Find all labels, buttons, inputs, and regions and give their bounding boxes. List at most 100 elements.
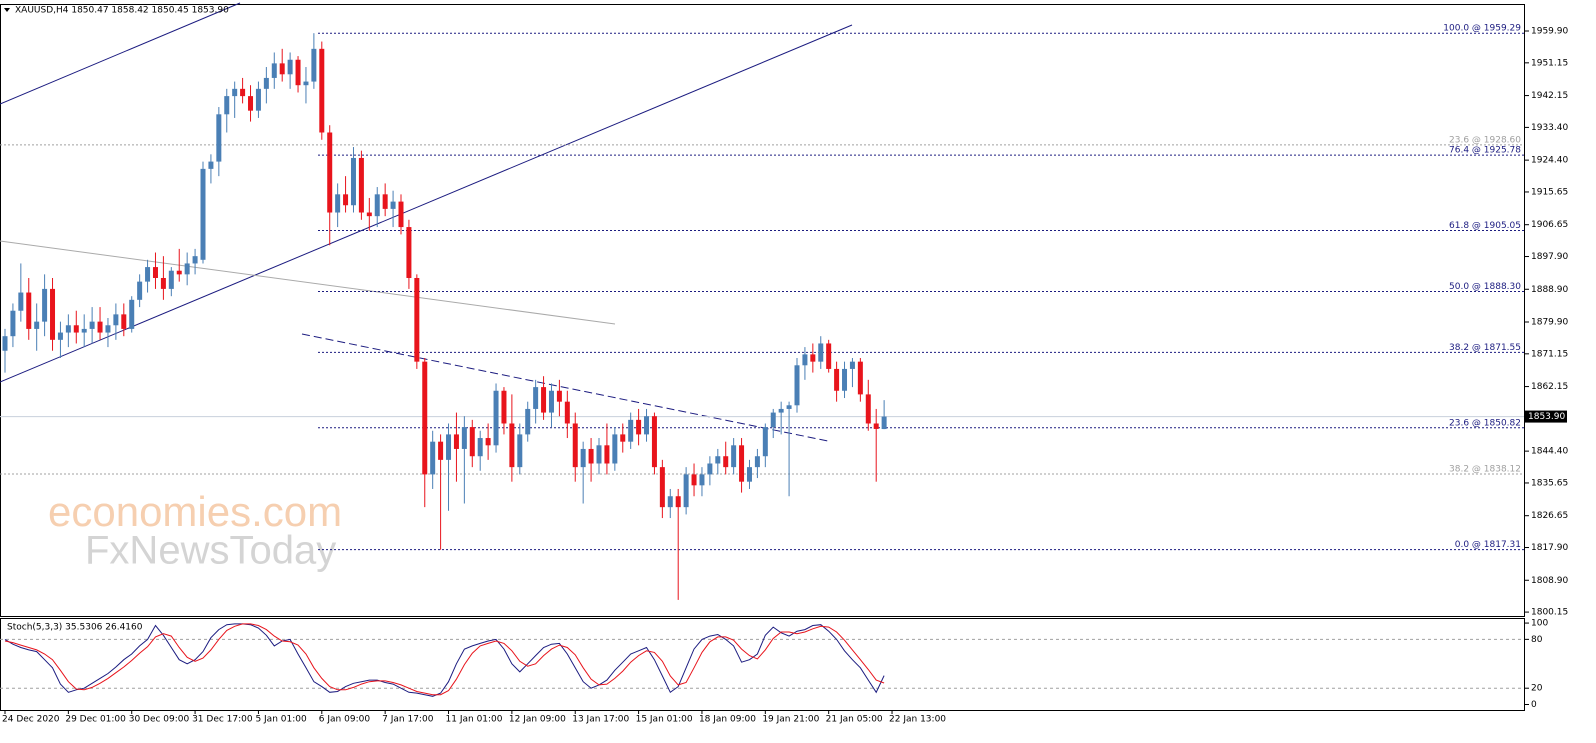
x-tick-label: 15 Jan 01:00 <box>636 715 693 725</box>
candle-body <box>335 194 341 213</box>
y-tick-label: 1879.90 <box>1531 318 1568 328</box>
candle-body <box>374 194 380 217</box>
y-tick-label: 1906.65 <box>1531 220 1568 230</box>
candle-body <box>358 157 364 213</box>
candle-body <box>691 474 697 486</box>
candle-body <box>57 332 63 340</box>
candle-body <box>794 365 800 406</box>
candle-body <box>10 310 16 337</box>
candle-body <box>81 328 87 333</box>
candle-body <box>620 434 626 442</box>
candle-body <box>556 390 562 402</box>
candle-body <box>612 434 618 464</box>
candle-body <box>739 445 745 482</box>
candle-body <box>113 314 119 326</box>
candle-body <box>192 256 198 264</box>
y-tick-label: 1844.40 <box>1531 447 1568 457</box>
candle-body <box>580 448 586 468</box>
candle-body <box>770 412 776 428</box>
candle-body <box>65 325 71 333</box>
y-tick-label: 1808.90 <box>1531 576 1568 586</box>
y-tick-label: 1835.65 <box>1531 478 1568 488</box>
candle-body <box>453 434 459 449</box>
stoch-tick-label: 0 <box>1531 700 1537 710</box>
header: XAUUSD,H4 1850.47 1858.42 1850.45 1853.9… <box>15 6 229 16</box>
candle-body <box>881 416 887 430</box>
candle-body <box>343 194 349 206</box>
main-panel <box>0 4 1525 617</box>
candle-body <box>564 401 570 424</box>
y-tick-label: 1862.15 <box>1531 382 1568 392</box>
candle-body <box>699 474 705 486</box>
candle-body <box>200 168 206 260</box>
candle-body <box>493 390 499 446</box>
fib-label: 61.8 @ 1905.05 <box>1449 221 1521 231</box>
candle-body <box>390 201 396 209</box>
candle-body <box>810 354 816 362</box>
fib-label: 50.0 @ 1888.30 <box>1449 282 1521 292</box>
candle-body <box>382 194 388 209</box>
candle-body <box>271 63 277 78</box>
candle-body <box>826 343 832 369</box>
candle-body <box>636 419 642 435</box>
candle-body <box>517 434 523 468</box>
candle-body <box>857 361 863 395</box>
stoch-tick-label: 100 <box>1531 619 1548 629</box>
candle-body <box>176 270 182 275</box>
candle-body <box>715 456 721 464</box>
candle-body <box>477 438 483 457</box>
candle-body <box>2 336 8 351</box>
candle-body <box>145 267 151 282</box>
candle-body <box>461 427 467 449</box>
candle-body <box>754 456 760 468</box>
x-tick-label: 13 Jan 17:00 <box>572 715 629 725</box>
candle-body <box>501 390 507 424</box>
candle-body <box>849 361 855 369</box>
y-tick-label: 1817.90 <box>1531 543 1568 553</box>
candle-body <box>572 423 578 468</box>
candle-body <box>659 467 665 508</box>
candle-body <box>42 288 48 322</box>
candle-body <box>865 394 871 424</box>
candle-body <box>596 445 602 464</box>
stoch-line <box>4 623 885 697</box>
trend-line <box>0 2 241 105</box>
y-tick-label: 1951.15 <box>1531 58 1568 68</box>
stoch-tick-label: 80 <box>1531 635 1543 645</box>
candle-body <box>160 277 166 289</box>
candle-body <box>604 445 610 464</box>
candle-body <box>446 434 452 460</box>
x-tick-label: 21 Jan 05:00 <box>826 715 883 725</box>
candle-body <box>422 361 428 475</box>
candle-body <box>644 416 650 435</box>
y-tick-label: 1959.90 <box>1531 27 1568 37</box>
candle-body <box>26 292 32 329</box>
candle-body <box>541 387 547 413</box>
y-tick-label: 1800.15 <box>1531 608 1568 618</box>
x-tick-label: 5 Jan 01:00 <box>255 715 307 725</box>
candle-body <box>588 448 594 464</box>
candle-body <box>731 445 737 468</box>
candle-body <box>723 456 729 468</box>
candle-body <box>224 96 230 115</box>
stoch-line <box>4 623 885 696</box>
fib-label: 23.6 @ 1928.60 <box>1449 135 1521 145</box>
menu-arrow[interactable] <box>4 8 10 12</box>
fib-label: 38.2 @ 1871.55 <box>1449 343 1521 353</box>
candle-body <box>533 387 539 409</box>
candle-body <box>667 496 673 508</box>
x-tick-label: 30 Dec 09:00 <box>129 715 190 725</box>
y-tick-label: 1915.65 <box>1531 187 1568 197</box>
candle-body <box>548 390 554 413</box>
candle-body <box>786 405 792 409</box>
candle-body <box>414 277 420 362</box>
fib-label: 38.2 @ 1838.12 <box>1449 464 1521 474</box>
x-tick-label: 29 Dec 01:00 <box>65 715 126 725</box>
candle-body <box>802 354 808 366</box>
candle-body <box>406 227 412 278</box>
candle-body <box>18 292 24 311</box>
candle-body <box>184 263 190 275</box>
candle-body <box>842 368 848 391</box>
candle-body <box>485 438 491 446</box>
candle-body <box>152 267 158 278</box>
